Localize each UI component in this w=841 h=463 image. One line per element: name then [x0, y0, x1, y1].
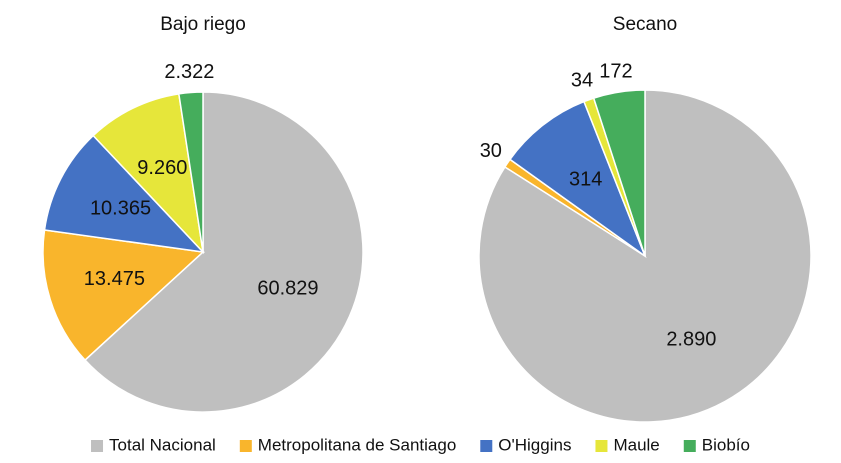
legend-swatch [239, 440, 252, 452]
legend-swatch [595, 440, 608, 452]
legend-swatch [683, 440, 696, 452]
data-label: 2.890 [666, 329, 716, 351]
chart-title: Bajo riego [160, 14, 246, 35]
data-label: 30 [480, 140, 502, 162]
legend-swatch [480, 440, 493, 452]
pie-slice [43, 134, 206, 254]
chart-title: Secano [613, 14, 677, 35]
pie-slice [92, 92, 205, 255]
legend-label: Metropolitana de Santiago [258, 435, 456, 454]
data-label: 172 [599, 61, 632, 83]
data-label: 2.322 [164, 61, 214, 83]
data-label: 9.260 [137, 157, 187, 179]
pie-slice [592, 89, 646, 257]
legend-label: Maule [613, 435, 659, 454]
pie-slice [177, 91, 204, 253]
legend-label: Total Nacional [109, 435, 216, 454]
legend-label: Biobío [702, 435, 750, 454]
legend-swatch [91, 440, 104, 452]
data-label: 60.829 [257, 278, 318, 300]
legend-label: O'Higgins [498, 435, 571, 454]
data-label: 314 [569, 168, 602, 190]
pie-slice [42, 229, 205, 362]
pie-slice [83, 91, 364, 413]
data-label: 10.365 [90, 198, 151, 220]
pie-slice [508, 100, 647, 259]
data-label: 13.475 [84, 268, 145, 290]
data-label: 34 [571, 69, 593, 91]
